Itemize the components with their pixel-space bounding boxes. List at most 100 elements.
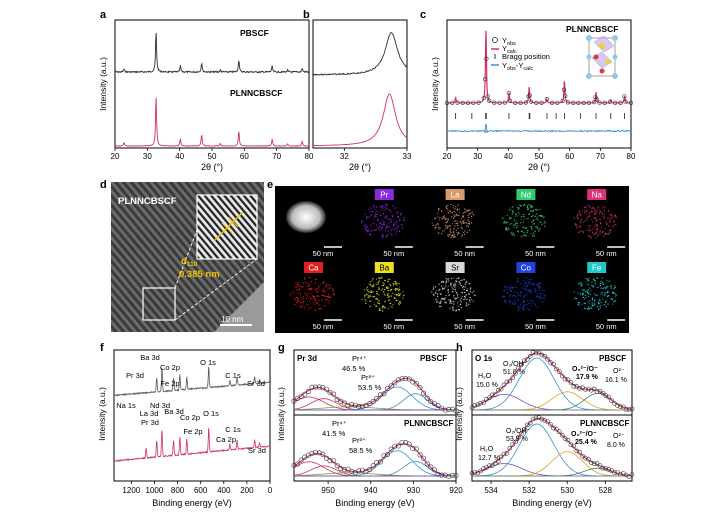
- eds-dot: [452, 232, 455, 234]
- obs-point: [481, 96, 486, 101]
- eds-dot: [603, 217, 605, 220]
- eds-dot: [587, 213, 589, 215]
- data-point: [527, 353, 533, 359]
- eds-dot: [540, 216, 542, 218]
- eds-dot: [372, 296, 374, 298]
- data-point: [331, 458, 337, 464]
- eds-dot: [375, 278, 378, 280]
- eds-element-label: La: [451, 191, 460, 200]
- eds-dot: [445, 278, 447, 280]
- eds-dot: [371, 279, 373, 281]
- eds-scale-label: 50 nm: [596, 322, 617, 331]
- obs-point: [444, 100, 450, 106]
- eds-dot: [453, 220, 455, 223]
- eds-dot: [401, 227, 404, 229]
- eds-dot: [364, 213, 366, 215]
- data-point: [554, 426, 559, 432]
- eds-dot: [435, 290, 437, 292]
- eds-dot: [468, 229, 471, 232]
- eds-dot: [535, 218, 538, 220]
- eds-dot: [313, 297, 315, 299]
- eds-dot: [456, 277, 458, 280]
- eds-dot: [395, 233, 397, 235]
- eds-dot: [528, 290, 530, 292]
- eds-element-tag: [445, 189, 465, 200]
- eds-dot: [374, 213, 377, 216]
- eds-dot: [402, 291, 404, 293]
- eds-dot: [398, 288, 401, 291]
- eds-dot: [598, 233, 600, 236]
- data-point: [323, 386, 329, 392]
- eds-dot: [387, 294, 389, 296]
- panel-a-sample-bottom: PLNNCBSCF: [230, 88, 282, 98]
- obs-point: [563, 93, 568, 98]
- eds-dot: [391, 215, 394, 218]
- eds-dot: [379, 222, 382, 224]
- obs-point: [497, 100, 502, 105]
- eds-dot: [596, 227, 599, 229]
- eds-dot: [464, 286, 466, 288]
- eds-dot: [607, 295, 609, 297]
- data-point: [349, 468, 355, 474]
- eds-dot: [595, 213, 597, 215]
- panel-g-xticks: 950 940 930 920: [321, 481, 463, 495]
- eds-dot: [322, 290, 324, 292]
- eds-dot: [461, 227, 463, 230]
- obs-point: [527, 93, 532, 98]
- eds-dot: [523, 232, 525, 234]
- eds-dot: [518, 294, 520, 296]
- eds-dot: [461, 234, 464, 236]
- eds-dot: [511, 209, 513, 211]
- eds-dot: [389, 278, 391, 280]
- eds-dot: [511, 223, 513, 225]
- eds-dot: [457, 204, 459, 206]
- eds-dot: [604, 206, 606, 209]
- eds-element-tag: [304, 262, 323, 273]
- eds-dot: [309, 284, 311, 286]
- eds-dot: [371, 230, 373, 232]
- eds-dot: [382, 207, 384, 209]
- eds-dot: [526, 218, 529, 220]
- eds-dot: [614, 299, 616, 302]
- eds-dot: [588, 289, 590, 291]
- eds-dot: [532, 214, 534, 217]
- eds-dot: [445, 227, 447, 229]
- obs-point: [628, 100, 634, 105]
- data-point: [316, 450, 322, 456]
- eds-dot: [468, 299, 471, 301]
- eds-dot: [391, 234, 393, 236]
- eds-dot: [369, 305, 371, 308]
- eds-dot: [531, 228, 533, 231]
- eds-dot: [318, 304, 320, 306]
- eds-dot: [442, 281, 445, 283]
- obs-point: [513, 100, 518, 105]
- eds-dot: [530, 225, 532, 228]
- eds-dot: [583, 302, 585, 305]
- eds-dot: [460, 279, 462, 282]
- panel-c-difference: [446, 124, 632, 134]
- eds-dot: [596, 225, 598, 227]
- panel-c-xticks: 20 30 40 50 60 70 80: [443, 148, 636, 161]
- panel-letter-d: d: [100, 179, 107, 191]
- eds-dot: [521, 230, 523, 233]
- eds-dot: [305, 304, 307, 306]
- eds-dot: [395, 227, 397, 229]
- data-point: [305, 388, 311, 394]
- data-point: [481, 400, 486, 405]
- eds-dot: [614, 215, 617, 217]
- eds-dot: [379, 277, 381, 279]
- eds-dot: [604, 221, 606, 223]
- eds-dot: [438, 283, 440, 285]
- eds-dot: [434, 292, 437, 294]
- panel-h-bottom-o2-pct: 8.0 %: [607, 442, 625, 449]
- data-point: [453, 408, 459, 414]
- eds-dot: [296, 284, 298, 286]
- eds-dot: [508, 301, 511, 303]
- eds-dot: [384, 229, 387, 232]
- data-point: [600, 390, 606, 396]
- eds-dot: [367, 217, 369, 219]
- eds-dot: [593, 213, 595, 215]
- obs-point: [581, 100, 586, 106]
